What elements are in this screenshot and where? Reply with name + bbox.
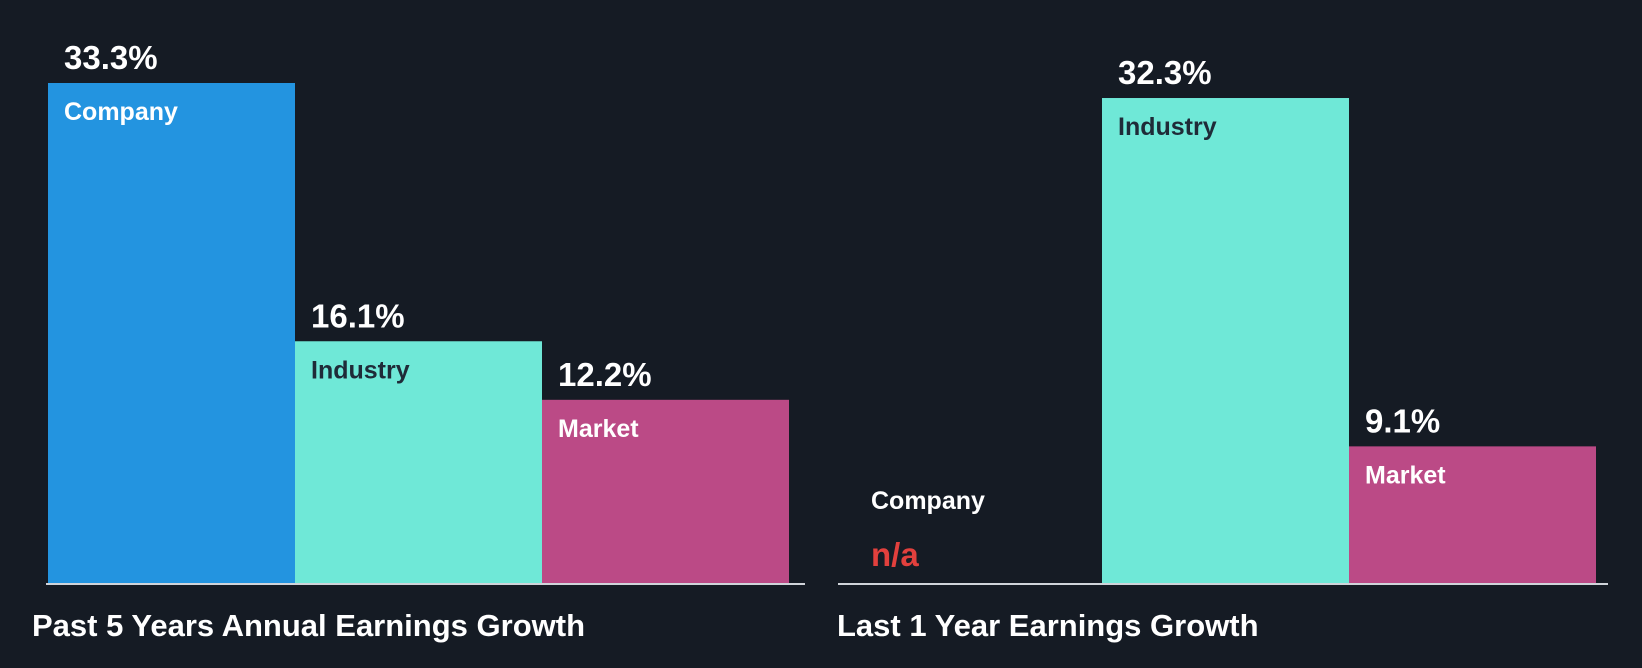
value-label-company-past-5-years-annual-earnings-growth: 33.3%: [64, 39, 158, 76]
na-label-company-last-1-year-earnings-growth: n/a: [871, 536, 919, 573]
bar-industry-past-5-years-annual-earnings-growth: [295, 341, 542, 583]
category-label-industry-past-5-years-annual-earnings-growth: Industry: [311, 356, 410, 384]
past-5-years-panel: 33.3% Company 16.1% Industry 12.2% Market Pas…: [32, 39, 805, 643]
last-1-year-title: Last 1 Year Earnings Growth: [837, 608, 1259, 643]
bar-company-past-5-years-annual-earnings-growth: [48, 83, 295, 583]
bar-industry-last-1-year-earnings-growth: [1102, 98, 1349, 583]
past-5-years-bars: 33.3% Company 16.1% Industry 12.2% Market: [48, 39, 789, 583]
value-label-market-past-5-years-annual-earnings-growth: 12.2%: [558, 356, 652, 393]
category-label-company-last-1-year-earnings-growth: Company: [871, 487, 985, 515]
category-label-company-past-5-years-annual-earnings-growth: Company: [64, 98, 178, 126]
bar-market-past-5-years-annual-earnings-growth: [542, 399, 789, 583]
category-label-industry-last-1-year-earnings-growth: Industry: [1118, 113, 1217, 141]
past-5-years-title: Past 5 Years Annual Earnings Growth: [32, 608, 585, 643]
value-label-market-last-1-year-earnings-growth: 9.1%: [1365, 402, 1440, 439]
value-label-industry-past-5-years-annual-earnings-growth: 16.1%: [311, 297, 405, 334]
bar-market-last-1-year-earnings-growth: [1349, 446, 1596, 583]
last-1-year-bars: Company n/a 32.3% Industry 9.1% Market: [871, 54, 1596, 583]
last-1-year-panel: Company n/a 32.3% Industry 9.1% Market Last 1…: [837, 54, 1608, 643]
category-label-market-last-1-year-earnings-growth: Market: [1365, 461, 1446, 489]
category-label-market-past-5-years-annual-earnings-growth: Market: [558, 415, 639, 443]
value-label-industry-last-1-year-earnings-growth: 32.3%: [1118, 54, 1212, 91]
